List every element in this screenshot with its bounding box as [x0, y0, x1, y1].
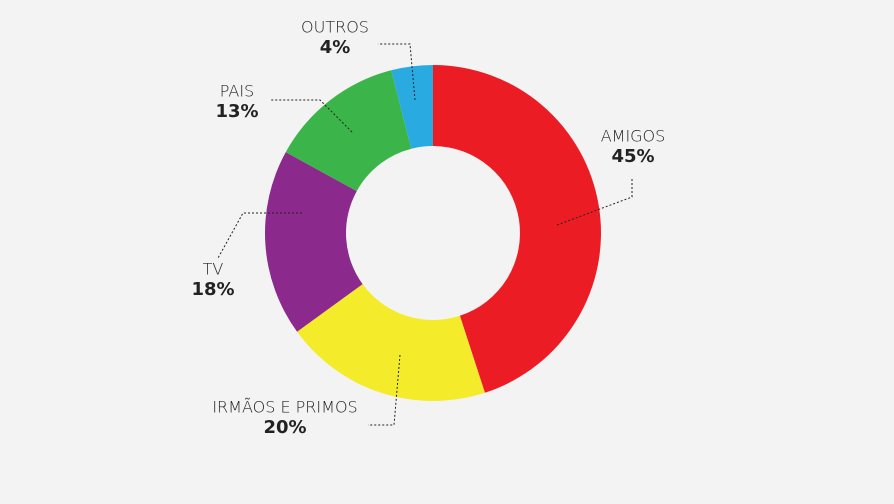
category-label: OUTROS: [301, 18, 369, 37]
donut-slice: [285, 70, 412, 192]
donut-slice: [391, 65, 433, 149]
value-label: 20%: [263, 417, 306, 438]
leader-line: [556, 177, 633, 226]
value-label: 18%: [191, 279, 234, 300]
donut-slice: [433, 65, 602, 393]
value-label: 13%: [215, 101, 258, 122]
leader-line: [270, 99, 353, 133]
donut-slice: [265, 152, 363, 332]
leader-line: [378, 43, 416, 101]
leader-line: [217, 212, 302, 259]
donut: [265, 65, 602, 401]
category-label: AMIGOS: [601, 127, 666, 146]
leader-lines: [217, 43, 633, 426]
category-label: TV: [203, 260, 224, 279]
donut-slice: [297, 284, 485, 401]
value-label: 4%: [320, 37, 351, 58]
category-label: IRMÃOS E PRIMOS: [212, 398, 357, 417]
value-label: 45%: [611, 146, 654, 167]
category-label: PAIS: [220, 82, 254, 101]
